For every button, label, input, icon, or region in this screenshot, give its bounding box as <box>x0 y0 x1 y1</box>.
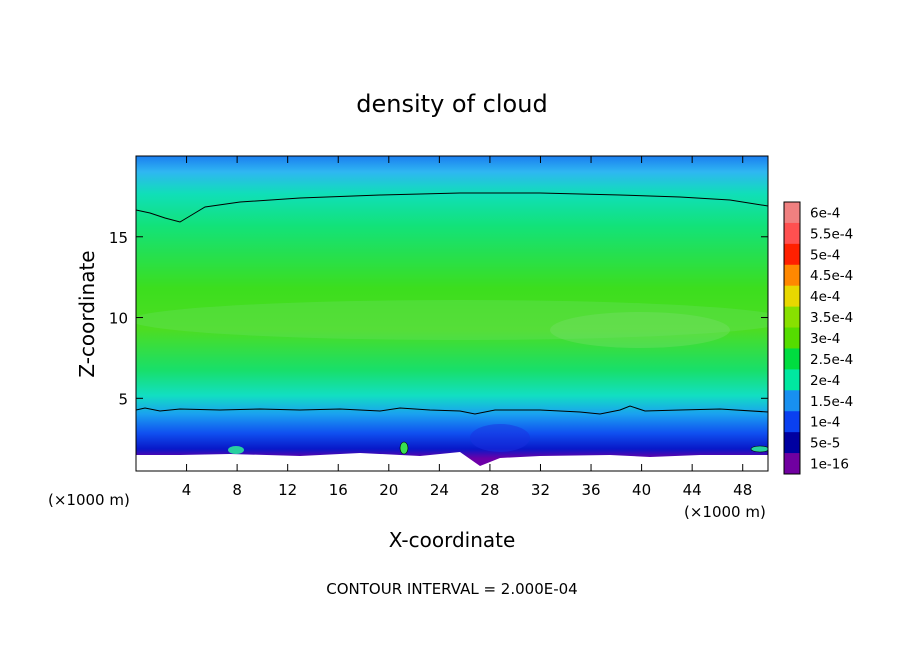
colorbar-swatch <box>784 264 800 287</box>
contour-line-top <box>136 192 768 223</box>
colorbar-swatch <box>784 222 800 245</box>
x-tick-label: 48 <box>733 481 752 499</box>
y-tick-label: 5 <box>118 390 128 408</box>
blob-feature-3 <box>750 445 768 453</box>
colorbar-label: 6e-4 <box>810 205 840 221</box>
plot-frame <box>135 155 769 472</box>
y-axis-label: Z-coordinate <box>75 250 99 377</box>
blob-feature-1 <box>228 446 244 454</box>
y-axis: 5 10 15 <box>109 229 768 408</box>
x-axis: 4 8 12 16 20 24 28 32 36 40 44 48 <box>182 156 752 499</box>
colorbar-frame <box>783 201 801 475</box>
colorbar-swatch <box>784 202 800 224</box>
x-tick-label: 36 <box>581 481 600 499</box>
colorbar-label: 1e-4 <box>810 415 840 431</box>
colorbar-label: 5e-4 <box>810 247 840 263</box>
colorbar-label: 3e-4 <box>810 331 840 347</box>
x-tick-label: 4 <box>182 481 192 499</box>
contour-interval-note: CONTOUR INTERVAL = 2.000E-04 <box>326 580 577 598</box>
density-field <box>136 156 768 471</box>
colorbar-swatch <box>784 390 800 412</box>
x-tick-label: 28 <box>480 481 499 499</box>
x-tick-label: 8 <box>232 481 242 499</box>
colorbar-swatch <box>784 369 800 391</box>
x-tick-label: 44 <box>683 481 702 499</box>
colorbar-label: 2e-4 <box>810 373 840 389</box>
x-unit-left: (×1000 m) <box>48 491 130 509</box>
colorbar-label: 4e-4 <box>810 289 840 305</box>
x-tick-label: 32 <box>531 481 550 499</box>
colorbar: 6e-4 5.5e-4 5e-4 4.5e-4 4e-4 3.5e-4 3e-4 2.5e-4… <box>783 201 853 475</box>
empty-region <box>136 452 768 471</box>
colorbar-label: 1.5e-4 <box>810 394 853 410</box>
colorbar-label: 5.5e-4 <box>810 226 853 242</box>
colorbar-label: 1e-16 <box>810 457 849 473</box>
colorbar-swatch <box>784 306 800 329</box>
chart-title: density of cloud <box>356 90 547 118</box>
x-tick-label: 40 <box>632 481 651 499</box>
x-tick-label: 24 <box>430 481 449 499</box>
colorbar-label: 3.5e-4 <box>810 310 853 326</box>
colorbar-swatch <box>784 243 800 266</box>
light-green-band <box>136 300 768 340</box>
plot-area <box>136 156 768 471</box>
light-green-patch <box>550 312 730 348</box>
colorbar-swatch <box>784 453 800 475</box>
colorbar-label: 2.5e-4 <box>810 352 853 368</box>
colorbar-swatch <box>784 285 800 308</box>
y-tick-label: 15 <box>109 229 128 247</box>
colorbar-swatch <box>784 411 800 433</box>
x-unit-right: (×1000 m) <box>684 503 766 521</box>
colorbar-label: 4.5e-4 <box>810 268 853 284</box>
colorbar-label: 5e-5 <box>810 436 840 452</box>
x-tick-label: 20 <box>379 481 398 499</box>
x-tick-label: 12 <box>278 481 297 499</box>
colorbar-swatch <box>784 348 800 370</box>
dark-eddy <box>470 424 530 452</box>
colorbar-swatch <box>784 327 800 349</box>
blob-feature-2 <box>399 441 409 455</box>
y-tick-label: 10 <box>109 310 128 328</box>
x-axis-label: X-coordinate <box>389 528 516 552</box>
x-tick-label: 16 <box>329 481 348 499</box>
colorbar-swatch <box>784 432 800 454</box>
contour-line-base <box>136 405 768 415</box>
